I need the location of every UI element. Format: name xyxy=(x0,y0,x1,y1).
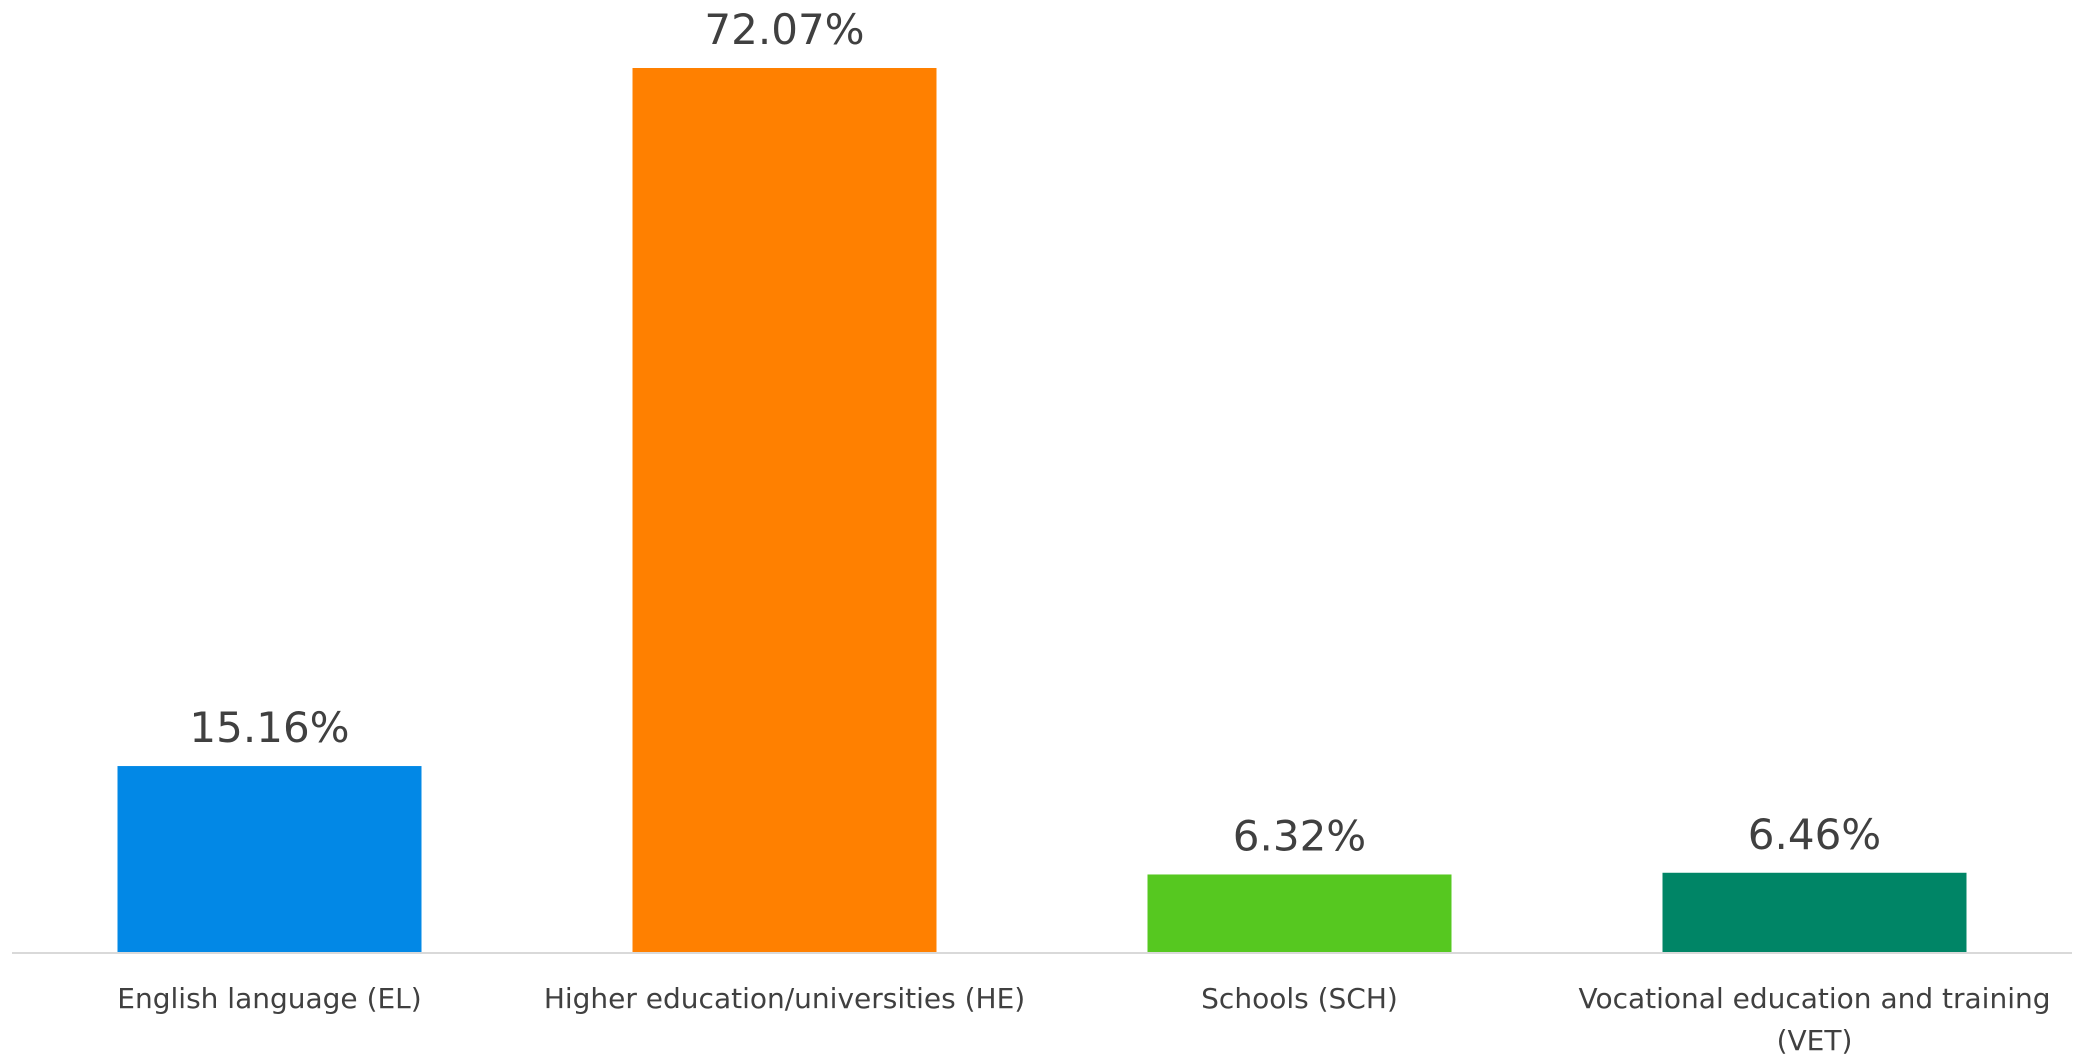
bar xyxy=(117,766,422,952)
category-labels-group: English language (EL) Higher education/un… xyxy=(117,982,2050,1055)
data-label: 72.07% xyxy=(704,5,864,54)
bar xyxy=(632,68,937,952)
value-labels-group: 15.16% 72.07% 6.32% 6.46% xyxy=(189,5,1881,860)
category-label: (VET) xyxy=(1777,1024,1853,1055)
data-label: 6.46% xyxy=(1748,810,1881,859)
category-label: Higher education/universities (HE) xyxy=(544,982,1025,1015)
category-label: Schools (SCH) xyxy=(1201,982,1398,1015)
bar xyxy=(1662,872,1967,952)
bars-group xyxy=(117,68,1967,952)
bar xyxy=(1147,874,1452,952)
data-label: 6.32% xyxy=(1233,811,1366,860)
data-label: 15.16% xyxy=(189,703,349,752)
category-label: Vocational education and training xyxy=(1578,982,2050,1015)
category-label: English language (EL) xyxy=(117,982,421,1015)
